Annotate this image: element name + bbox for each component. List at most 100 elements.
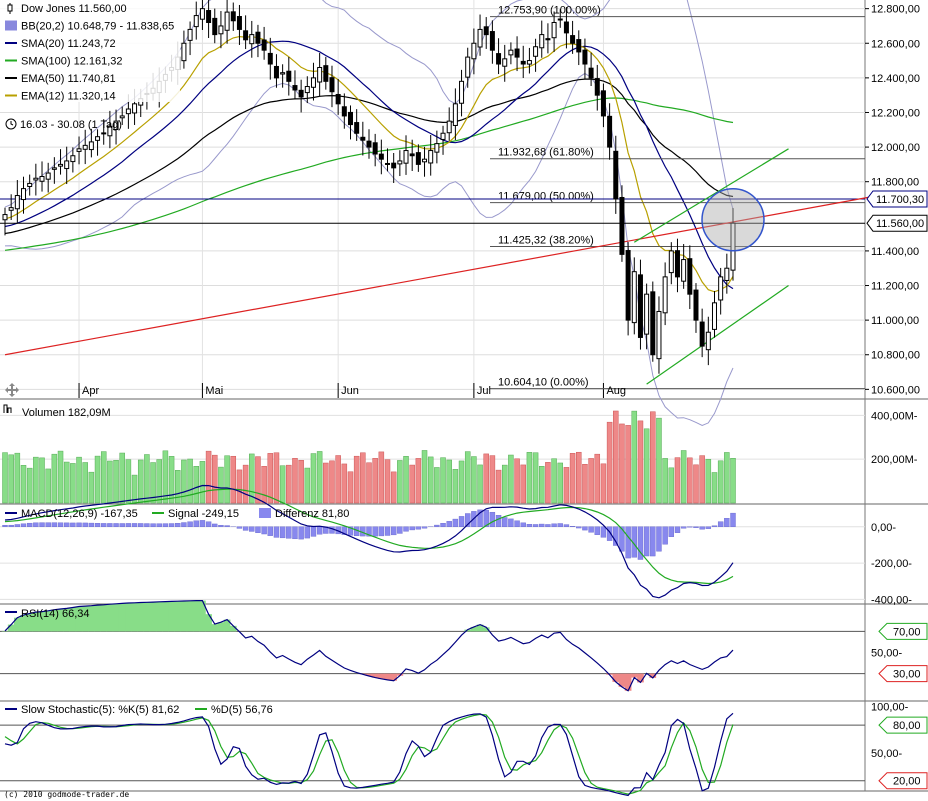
level-tag-text: 80,00 <box>893 720 921 732</box>
candle-body <box>8 207 14 211</box>
candle-body <box>187 28 193 41</box>
candle-body <box>563 21 569 34</box>
volume-bar <box>218 466 224 504</box>
candle-body <box>21 188 27 201</box>
stoch-legend: Slow Stochastic(5): %K(5) 81,62 %D(5) 56,… <box>5 704 273 716</box>
price-candle <box>582 38 588 79</box>
price-tick-label: 12.600,00 <box>871 38 920 50</box>
candle-body <box>699 321 705 347</box>
macd-diff-bar <box>403 526 409 532</box>
macd-diff-bar <box>51 522 58 527</box>
price-tag: 11.700,30 <box>866 190 928 208</box>
candle-body <box>397 160 403 165</box>
price-candle <box>570 20 576 54</box>
volume-bar <box>249 453 255 504</box>
macd-diff-bar <box>637 526 644 560</box>
volume-legend-item: Volumen 182,09M <box>22 407 111 419</box>
macd-diff-bar <box>705 526 712 529</box>
clock-icon <box>5 118 17 130</box>
move-handle-icon[interactable] <box>5 383 19 397</box>
macd-diff-bar <box>619 526 625 552</box>
candle-body <box>625 250 631 321</box>
macd-diff-bar <box>520 522 526 527</box>
price-tick-label: 10.600,00 <box>871 384 920 396</box>
volume-bar <box>144 454 150 504</box>
price-candle <box>428 134 434 176</box>
price-candle <box>113 109 119 145</box>
fibonacci-label: 11.932,68 (61.80%) <box>498 147 594 159</box>
candle-body <box>545 38 551 41</box>
price-candle <box>440 125 446 155</box>
price-tag-text: 11.560,00 <box>876 218 924 230</box>
volume-bar <box>292 458 298 504</box>
price-tag-box <box>866 190 928 208</box>
macd-diff-bar <box>267 526 273 536</box>
candle-body <box>619 197 625 255</box>
volume-bar <box>212 454 218 504</box>
month-label: Apr <box>82 385 99 397</box>
candle-body <box>249 34 255 45</box>
legend-swatch <box>5 20 17 31</box>
macd-legend-item: Differenz 81,80 <box>275 508 349 520</box>
price-candle <box>613 135 619 214</box>
price-candle <box>280 64 286 88</box>
candle-body <box>452 103 458 126</box>
candle-body <box>539 34 545 49</box>
macd-diff-bar <box>249 526 255 532</box>
price-candle <box>95 129 101 156</box>
level-tag-box <box>878 665 928 683</box>
macd-diff-bar <box>643 526 650 557</box>
macd-diff-bar <box>242 526 249 531</box>
candle-body <box>465 56 471 78</box>
candle-body <box>588 67 594 79</box>
volume-bar <box>606 421 613 504</box>
macd-diff-bar <box>70 522 76 527</box>
price-candle <box>372 133 378 167</box>
volume-bar <box>181 459 187 504</box>
volume-bar <box>625 425 631 504</box>
macd-signal-line <box>4 488 734 585</box>
period-text: 16.03 - 30.08 (1 Tag) <box>20 119 122 131</box>
macd-diff-bar <box>101 523 107 527</box>
price-candle <box>607 103 613 160</box>
level-tag-box <box>878 772 928 790</box>
candle-body <box>132 103 138 114</box>
candle-body <box>298 89 304 98</box>
macd-legend-item: MACD(12,26,9) -167,35 <box>21 508 138 520</box>
candle-body <box>27 182 33 187</box>
candle-body <box>724 267 730 281</box>
volume-bar <box>613 410 619 504</box>
macd-diff-bar <box>415 526 422 530</box>
price-candle <box>477 14 483 56</box>
candle-body <box>502 58 508 67</box>
macd-diff-bar <box>82 522 88 527</box>
candle-body <box>70 155 76 163</box>
macd-diff-bar <box>594 526 600 535</box>
candle-body <box>95 136 101 141</box>
volume-bar <box>576 451 582 504</box>
price-candle <box>557 9 563 28</box>
candle-body <box>261 39 267 51</box>
price-candle <box>304 76 310 104</box>
price-candle <box>409 139 415 172</box>
volume-bar <box>415 458 422 504</box>
volume-bar <box>286 464 292 504</box>
macd-diff-bar <box>168 523 175 527</box>
macd-diff-bar <box>489 511 496 527</box>
macd-diff-bar <box>366 526 372 537</box>
macd-diff-bar <box>582 526 588 531</box>
candle-body <box>422 158 428 163</box>
volume-bar <box>662 458 668 504</box>
candle-body <box>372 142 378 155</box>
price-candle <box>2 207 8 236</box>
candle-body <box>181 42 187 62</box>
price-candle <box>496 38 502 75</box>
macd-legend: MACD(12,26,9) -167,35 Signal -249,15 Diffe… <box>5 508 349 520</box>
volume-bar <box>304 467 311 504</box>
candle-body <box>76 148 82 152</box>
volume-bar <box>421 450 428 504</box>
macd-legend-item: Signal -249,15 <box>168 508 239 520</box>
candle-body <box>292 85 298 91</box>
level-tag-text: 70,00 <box>893 626 921 638</box>
price-candle <box>261 26 267 60</box>
